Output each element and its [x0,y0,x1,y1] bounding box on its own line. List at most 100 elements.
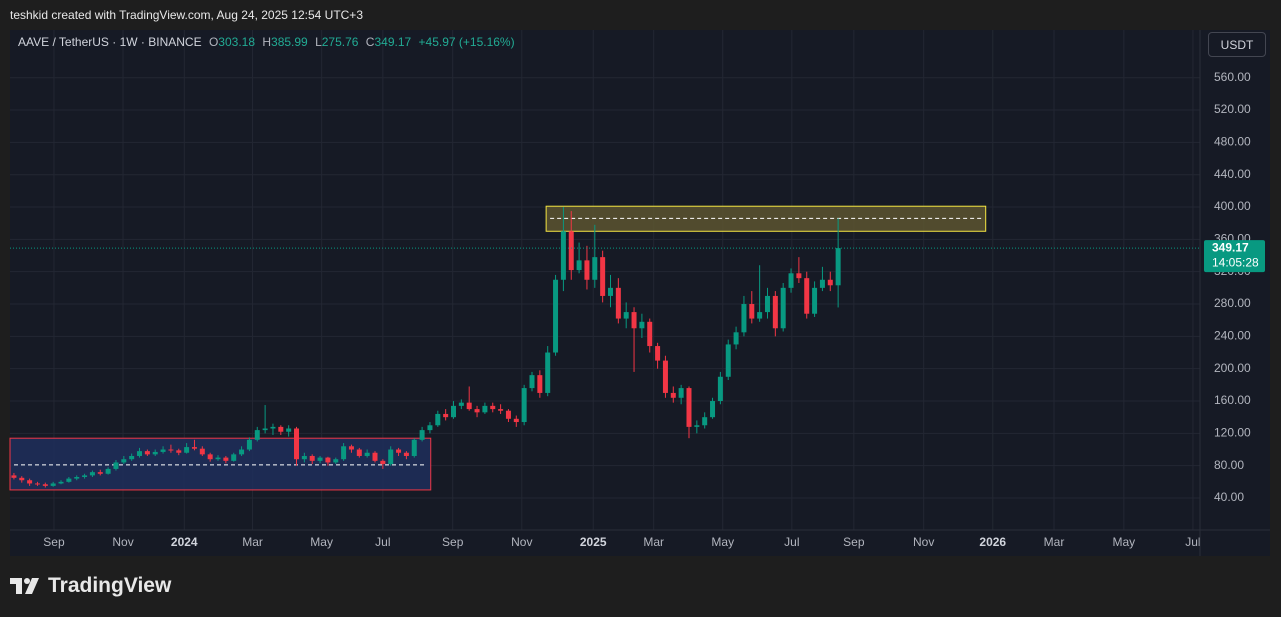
candle-body [741,304,747,333]
candle-body [780,287,786,329]
x-tick-label: May [1113,535,1136,549]
candle-body [11,475,17,478]
candle-body [82,475,88,477]
candle-body [592,257,598,280]
candle-body [505,410,511,419]
candle-body [764,295,770,313]
x-tick-label: Mar [242,535,263,549]
candle-body [529,375,535,389]
candle-body [380,460,386,465]
x-tick-label: May [310,535,333,549]
x-tick-label: May [711,535,734,549]
candle-body [152,451,158,455]
candle-body [58,481,64,484]
y-tick-label: 400.00 [1214,199,1251,213]
legend-value: 349.17 [374,35,412,49]
x-tick-label: 2024 [171,535,198,549]
candle-body [568,231,574,271]
candle-body [678,388,684,398]
x-tick-label: Mar [643,535,664,549]
candle-body [639,321,645,329]
candle-body [97,472,103,474]
candle-body [348,446,354,450]
candle-body [364,452,370,456]
y-tick-label: 480.00 [1214,135,1251,149]
candle-body [490,405,496,410]
candle-body [207,454,213,460]
candle-body [19,477,25,481]
candle-body [199,448,205,455]
y-tick-label: 200.00 [1214,361,1251,375]
candle-body [137,451,143,456]
candle-body [498,409,504,411]
candle-body [733,332,739,345]
candle-body [396,449,402,453]
candle-body [356,449,362,456]
legend-key: H [262,35,272,49]
candle-body [812,287,818,314]
candle-body [560,231,566,280]
candle-body [796,273,802,279]
candle-body [411,439,417,456]
y-tick-label: 160.00 [1214,393,1251,407]
candle-body [168,449,174,451]
y-tick-label: 80.00 [1214,458,1244,472]
candle-body [482,405,488,413]
legend-value: 385.99 [271,35,308,49]
currency-button[interactable]: USDT [1208,32,1266,57]
candle-body [427,425,433,431]
candle-body [545,352,551,393]
candle-body [341,446,347,460]
candle-body [584,260,590,280]
candle-body [623,312,629,319]
candle-body [694,425,700,427]
legend-change: +45.97 (+15.16%) [418,35,515,49]
candle-body [42,484,48,486]
candle-body [553,279,559,353]
candle-body [278,426,284,432]
candle-body [725,344,731,377]
candle-body [819,279,825,288]
y-tick-label: 120.00 [1214,426,1251,440]
candle-body [191,447,197,449]
candle-body [458,402,464,406]
candle-body [246,439,252,450]
x-tick-label: Sep [43,535,65,549]
candle-body [537,375,543,393]
logo: TradingView [10,574,171,598]
candle-body [419,430,425,440]
candle-body [66,478,72,482]
candle-body [466,402,472,410]
legend-key: C [365,35,375,49]
candle-body [27,480,33,484]
symbol: AAVE / TetherUS · 1W · BINANCE [18,35,202,49]
x-tick-label: 2026 [979,535,1006,549]
candle-body [301,455,307,460]
candle-body [121,459,127,463]
candle-body [223,457,229,461]
candle-body [372,452,378,461]
x-tick-label: Jul [375,535,390,549]
zone [9,437,432,491]
x-tick-label: Nov [112,535,133,549]
candle-body [804,278,810,314]
candle-body [215,457,221,460]
candle-body [521,388,527,423]
candle-body [827,279,833,286]
candle-body [176,450,182,453]
candle-body [333,459,339,463]
candle-body [451,405,457,418]
candle-body [113,462,119,469]
credit: teshkid created with TradingView.com, Au… [10,8,363,22]
candle-body [435,413,441,426]
candle-body [403,452,409,456]
countdown-label: 14:05:28 [1212,255,1259,269]
x-tick-label: Jul [1185,535,1200,549]
zone [545,205,987,232]
candle-body [294,428,300,460]
legend: AAVE / TetherUS · 1W · BINANCE O303.18 H… [18,35,515,49]
candle-body [576,260,582,271]
candle-body [317,457,323,461]
